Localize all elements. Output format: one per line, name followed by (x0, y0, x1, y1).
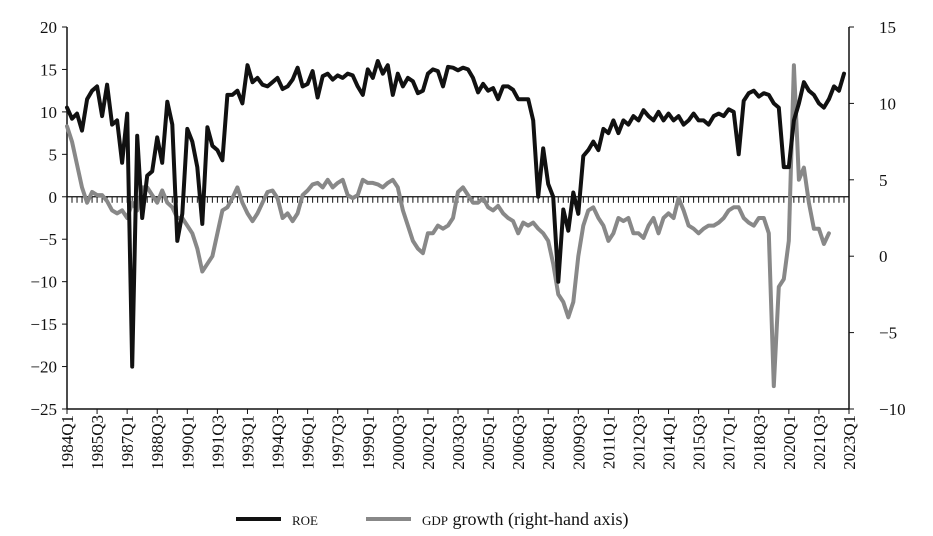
x-axis-tick-label: 1990Q1 (178, 415, 197, 470)
left-axis-tick-label: 15 (40, 60, 57, 79)
left-axis-tick-label: 10 (40, 103, 57, 122)
x-axis-tick-label: 2020Q1 (780, 415, 799, 470)
x-axis-tick-label: 2017Q1 (720, 415, 739, 470)
x-axis-tick-label: 2014Q1 (660, 415, 679, 470)
x-axis-tick-label: 1994Q3 (269, 415, 288, 470)
left-axis-tick-label: −15 (30, 315, 57, 334)
right-axis-tick-label: −5 (879, 324, 897, 343)
right-axis-tick-label: 5 (879, 171, 888, 190)
x-axis-tick-label: 2012Q3 (629, 415, 648, 470)
x-axis-tick-label: 1997Q3 (329, 415, 348, 470)
legend-label-gdp-rest: growth (right-hand axis) (448, 509, 628, 530)
right-axis-tick-label: −10 (879, 400, 906, 419)
x-axis-tick-label: 1988Q3 (148, 415, 167, 470)
legend-label-gdp-abbrev: gdp (422, 509, 448, 529)
x-axis-tick-label: 2000Q3 (389, 415, 408, 470)
x-axis-tick-label: 2006Q3 (509, 415, 528, 470)
right-axis-ticks: 15 10 5 0 −5 −10 (849, 18, 906, 419)
x-axis-tick-label: 2008Q1 (539, 415, 558, 470)
legend-label-gdp: gdp growth (right-hand axis) (422, 509, 628, 530)
right-axis-tick-label: 15 (879, 18, 896, 37)
x-axis-tick-label: 1985Q3 (88, 415, 107, 470)
x-axis-ticks: 1984Q1 1985Q3 1987Q1 1988Q3 1990Q1 1991Q3 1993… (58, 409, 859, 470)
left-axis-tick-label: −25 (30, 400, 57, 419)
x-axis-tick-label: 2009Q3 (569, 415, 588, 470)
x-axis-tick-label: 2011Q1 (599, 415, 618, 469)
x-axis-tick-label: 2021Q3 (810, 415, 829, 470)
left-axis-ticks: 20 15 10 5 0 −5 −10 −15 −20 −25 (30, 18, 67, 419)
left-axis-tick-label: 5 (49, 145, 58, 164)
left-axis-tick-label: 20 (40, 18, 57, 37)
right-axis-tick-label: 0 (879, 247, 888, 266)
x-axis-tick-label: 2003Q3 (449, 415, 468, 470)
x-axis-tick-label: 1984Q1 (58, 415, 77, 470)
series-line-roe (65, 59, 846, 369)
x-axis-tick-label: 2018Q3 (750, 415, 769, 470)
right-axis-tick-label: 10 (879, 94, 896, 113)
x-axis-tick-label: 2023Q1 (840, 415, 859, 470)
series-lines (65, 59, 846, 389)
x-axis-tick-label: 1999Q1 (359, 415, 378, 470)
left-axis-tick-label: 0 (49, 188, 58, 207)
left-axis-tick-label: −10 (30, 273, 57, 292)
x-axis-tick-label: 2005Q1 (479, 415, 498, 470)
x-axis-tick-label: 2002Q1 (419, 415, 438, 470)
x-axis-tick-label: 1996Q1 (299, 415, 318, 470)
legend: roe gdp growth (right-hand axis) (236, 509, 628, 530)
left-axis-tick-label: −5 (39, 230, 57, 249)
x-axis-tick-label: 1993Q1 (238, 415, 257, 470)
x-axis-tick-label: 1991Q3 (208, 415, 227, 470)
legend-label-roe: roe (292, 509, 318, 529)
series-line-gdp-growth (65, 63, 831, 389)
x-axis-tick-label: 1987Q1 (118, 415, 137, 470)
x-axis-tick-label: 2015Q3 (690, 415, 709, 470)
left-axis-tick-label: −20 (30, 358, 57, 377)
